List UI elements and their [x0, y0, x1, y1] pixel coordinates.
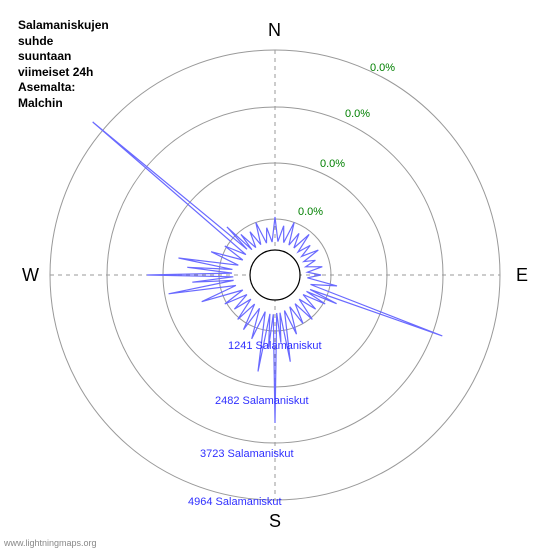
strike-label-4: 4964 Salamaniskut [188, 496, 282, 508]
pct-label-ring1: 0.0% [298, 206, 323, 218]
pct-label-ring3: 0.0% [345, 108, 370, 120]
pct-label-ring2: 0.0% [320, 158, 345, 170]
cardinal-e: E [516, 265, 528, 286]
strike-label-2: 2482 Salamaniskut [215, 395, 309, 407]
pct-label-ring4: 0.0% [370, 62, 395, 74]
chart-container: Salamaniskujen suhde suuntaan viimeiset … [0, 0, 550, 550]
cardinal-s: S [269, 511, 281, 532]
strike-label-3: 3723 Salamaniskut [200, 448, 294, 460]
cardinal-w: W [22, 265, 39, 286]
cardinal-n: N [268, 20, 281, 41]
footer-link[interactable]: www.lightningmaps.org [4, 538, 97, 548]
chart-title: Salamaniskujen suhde suuntaan viimeiset … [18, 18, 109, 112]
strike-label-1: 1241 Salamaniskut [228, 340, 322, 352]
